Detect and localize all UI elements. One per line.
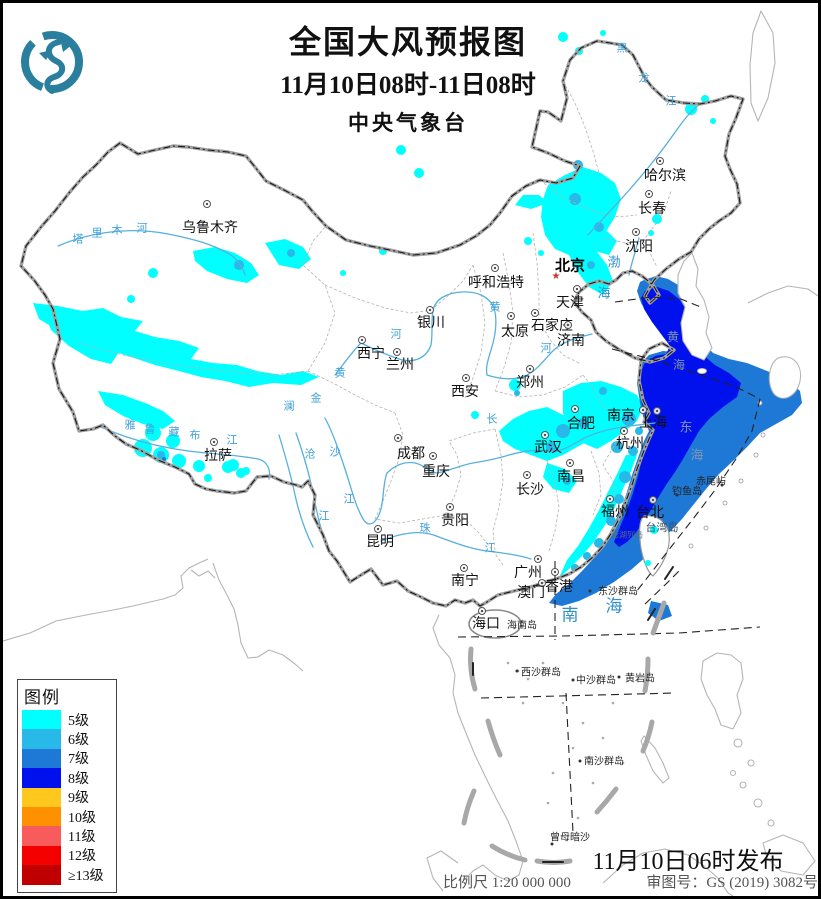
legend-row: 10级 <box>18 806 116 827</box>
legend-swatch <box>22 729 61 749</box>
nine-dash-line <box>461 566 674 865</box>
maritime-boundaries <box>457 296 761 834</box>
legend-row: 11级 <box>18 826 116 846</box>
legend-label: 6级 <box>68 733 89 749</box>
legend-row: 12级 <box>18 845 116 866</box>
legend-swatch <box>22 748 61 769</box>
wind-area-lv8 <box>614 287 741 547</box>
legend: 图例 5级 6级 7级 8级 9级 10级 11级 12级 ≥13级 <box>17 679 117 893</box>
legend-swatch <box>22 826 61 846</box>
scale-label: 比例尺 1:20 000 000 <box>443 875 571 891</box>
legend-row: ≥13级 <box>18 865 116 885</box>
legend-swatch <box>22 806 61 827</box>
legend-items: 5级 6级 7级 8级 9级 10级 11级 12级 ≥13级 <box>18 710 116 885</box>
legend-row: 8级 <box>18 768 116 788</box>
province-boundaries <box>78 80 672 566</box>
legend-label: 9级 <box>68 791 89 807</box>
map-meta: 比例尺 1:20 000 000 审图号：GS (2019) 3082号 <box>443 871 818 892</box>
wind-area-lv5 <box>33 30 716 493</box>
hainan-island <box>468 609 522 639</box>
approval-number: 审图号：GS (2019) 3082号 <box>646 875 818 891</box>
legend-label: 10级 <box>68 810 96 826</box>
wind-area-coastal-strip <box>559 446 638 578</box>
south-china-sea-islets <box>506 661 625 820</box>
legend-label: 7级 <box>68 752 89 768</box>
legend-title: 图例 <box>24 688 60 707</box>
rivers <box>57 103 701 570</box>
legend-row: 9级 <box>18 787 116 807</box>
china-wind-map <box>3 10 818 896</box>
foreign-coastlines <box>3 10 818 896</box>
legend-swatch <box>22 710 61 730</box>
legend-label: 11级 <box>68 830 96 846</box>
legend-row: 6级 <box>18 729 116 749</box>
legend-row: 5级 <box>18 710 116 730</box>
legend-swatch <box>22 865 61 885</box>
legend-label: 12级 <box>68 849 96 865</box>
wind-area-lv6-inland <box>157 160 643 485</box>
legend-swatch <box>22 768 61 788</box>
legend-label: 5级 <box>68 713 89 729</box>
cma-logo-icon <box>21 31 83 94</box>
islands-and-peninsulas <box>468 252 802 639</box>
legend-swatch <box>22 787 61 807</box>
taiwan-island <box>639 515 670 577</box>
legend-label: 8级 <box>68 771 89 787</box>
legend-swatch <box>22 845 61 866</box>
legend-label: ≥13级 <box>68 868 104 884</box>
issue-time: 11月10日06时发布 <box>592 849 784 875</box>
legend-row: 7级 <box>18 748 116 769</box>
